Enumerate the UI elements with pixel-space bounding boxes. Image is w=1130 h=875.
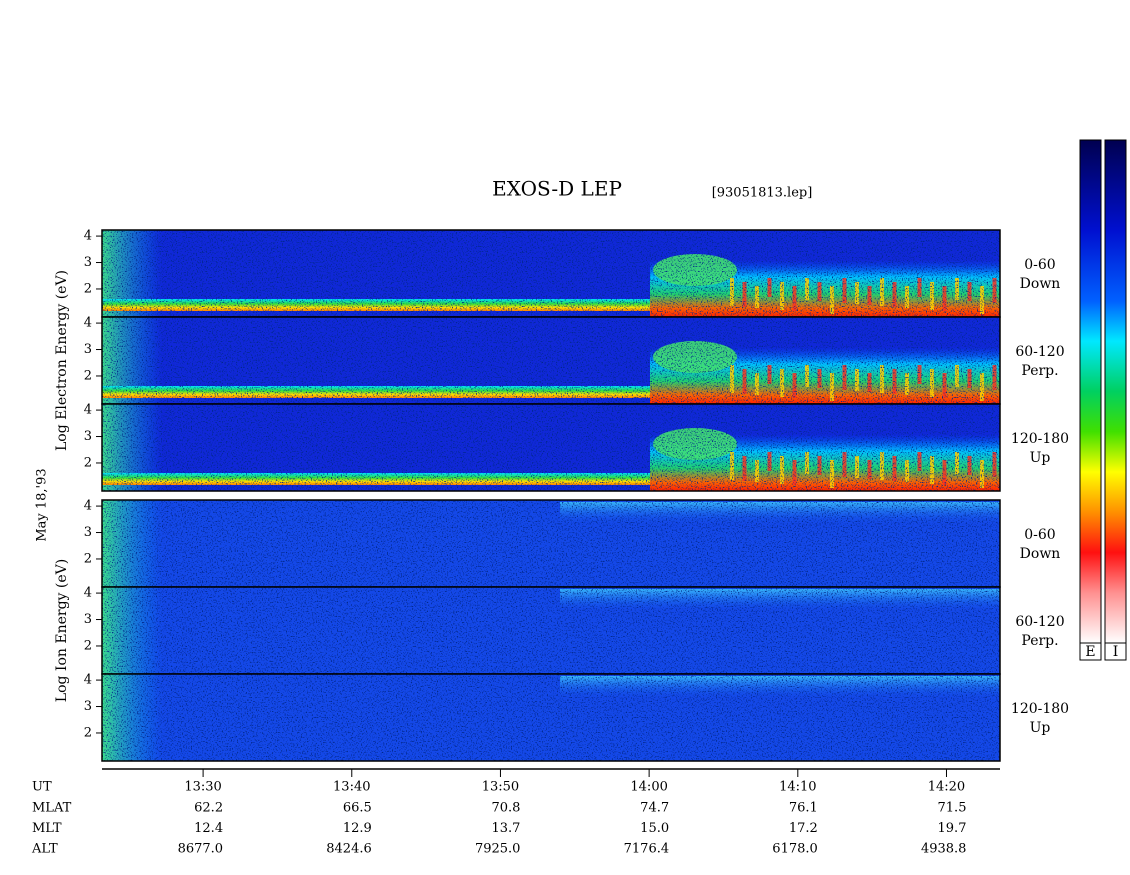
orbit-value: 62.2 xyxy=(194,801,223,816)
y-tick-label: 4 xyxy=(84,403,92,418)
spectrogram-noise xyxy=(102,500,1000,587)
chart-title: EXOS-D LEP xyxy=(492,177,622,201)
panel-direction: Up xyxy=(1030,450,1051,466)
orbit-value: 13.7 xyxy=(491,821,520,836)
orbit-value: 74.7 xyxy=(640,801,669,816)
y-tick-label: 4 xyxy=(84,586,92,601)
orbit-row-label: MLT xyxy=(32,821,62,836)
panel-range: 120-180 xyxy=(1011,701,1069,717)
x-tick-label: 14:20 xyxy=(928,780,965,795)
panel-frame xyxy=(101,403,1001,492)
orbit-value: 6178.0 xyxy=(772,842,818,857)
y-tick-label: 3 xyxy=(84,342,92,357)
panel-range: 0-60 xyxy=(1024,527,1055,543)
panel-range: 60-120 xyxy=(1015,344,1064,360)
y-tick-label: 4 xyxy=(84,499,92,514)
y-tick-label: 2 xyxy=(84,638,92,653)
orbit-value: 19.7 xyxy=(938,821,967,836)
colorbar xyxy=(1079,139,1102,644)
y-tick-label: 3 xyxy=(84,699,92,714)
panel-direction: Up xyxy=(1030,720,1051,736)
panel-range: 60-120 xyxy=(1015,614,1064,630)
colorbar-label: I xyxy=(1113,644,1119,660)
panel-direction: Down xyxy=(1020,546,1061,562)
orbit-value: 66.5 xyxy=(343,801,372,816)
orbit-row-label: MLAT xyxy=(32,801,72,816)
x-tick-label: 13:30 xyxy=(184,780,221,795)
orbit-value: 4938.8 xyxy=(921,842,967,857)
y-tick-label: 2 xyxy=(84,551,92,566)
spectrogram-noise xyxy=(102,404,1000,491)
date-label: May 18,'93 xyxy=(35,468,50,541)
x-tick-label: 14:00 xyxy=(630,780,667,795)
y-axis-label: Log Electron Energy (eV) xyxy=(54,270,70,451)
panel-direction: Perp. xyxy=(1021,363,1058,379)
orbit-row-label: ALT xyxy=(31,842,58,857)
y-tick-label: 2 xyxy=(84,281,92,296)
orbit-value: 76.1 xyxy=(789,801,818,816)
orbit-value: 8424.6 xyxy=(326,842,372,857)
y-tick-label: 3 xyxy=(84,612,92,627)
orbit-value: 17.2 xyxy=(789,821,818,836)
y-tick-label: 3 xyxy=(84,525,92,540)
y-tick-label: 4 xyxy=(84,229,92,244)
y-tick-label: 3 xyxy=(84,429,92,444)
panel-direction: Perp. xyxy=(1021,633,1058,649)
spectrogram-noise xyxy=(102,587,1000,674)
orbit-value: 12.9 xyxy=(343,821,372,836)
panel-range: 120-180 xyxy=(1011,431,1069,447)
x-tick-label: 13:40 xyxy=(333,780,370,795)
orbit-value: 12.4 xyxy=(194,821,223,836)
spectrogram-noise xyxy=(102,230,1000,317)
orbit-value: 71.5 xyxy=(938,801,967,816)
colorbar-label-box xyxy=(1079,642,1102,661)
orbit-value: 70.8 xyxy=(491,801,520,816)
y-tick-label: 2 xyxy=(84,455,92,470)
y-tick-label: 4 xyxy=(84,673,92,688)
x-tick-label: 14:10 xyxy=(779,780,816,795)
spectrogram-noise xyxy=(102,674,1000,761)
spectrogram-noise xyxy=(102,317,1000,404)
x-axis-label: UT xyxy=(32,780,52,795)
orbit-value: 7925.0 xyxy=(475,842,521,857)
y-tick-label: 2 xyxy=(84,725,92,740)
colorbar xyxy=(1104,139,1127,644)
y-axis-label: Log Ion Energy (eV) xyxy=(54,559,70,702)
y-tick-label: 3 xyxy=(84,255,92,270)
panel-frame xyxy=(101,673,1001,762)
y-tick-label: 4 xyxy=(84,316,92,331)
y-tick-label: 2 xyxy=(84,368,92,383)
file-label: [93051813.lep] xyxy=(712,186,813,201)
orbit-value: 15.0 xyxy=(640,821,669,836)
colorbar-label: E xyxy=(1085,644,1095,660)
panel-range: 0-60 xyxy=(1024,257,1055,273)
x-tick-label: 13:50 xyxy=(482,780,519,795)
panel-direction: Down xyxy=(1020,276,1061,292)
colorbar-label-box xyxy=(1104,642,1127,661)
orbit-value: 7176.4 xyxy=(624,842,670,857)
orbit-value: 8677.0 xyxy=(178,842,224,857)
